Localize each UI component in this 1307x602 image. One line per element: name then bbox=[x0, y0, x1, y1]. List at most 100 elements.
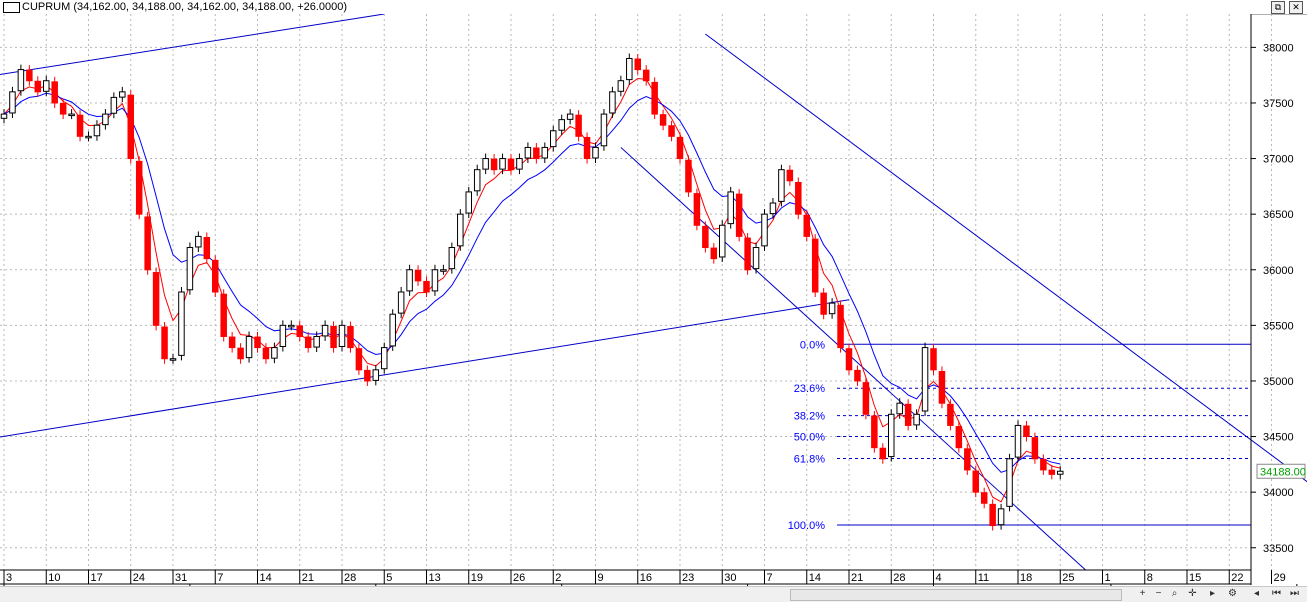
candle bbox=[34, 80, 42, 93]
fib-level-label: 0.0% bbox=[800, 339, 825, 351]
y-tick-label: 35500 bbox=[1263, 320, 1294, 332]
settings-icon[interactable]: ⚙ bbox=[1228, 588, 1237, 599]
candle bbox=[144, 216, 151, 271]
candle bbox=[575, 114, 582, 137]
candle bbox=[871, 415, 878, 449]
candle bbox=[685, 159, 692, 193]
candle bbox=[59, 103, 67, 115]
last-price-label: 34188.00 bbox=[1260, 466, 1306, 478]
close-window-button[interactable]: ✕ bbox=[1289, 1, 1303, 14]
candle bbox=[440, 269, 447, 272]
candle bbox=[1057, 470, 1064, 475]
x-tick-label: 23 bbox=[682, 572, 694, 584]
candle bbox=[693, 193, 701, 226]
y-tick-label: 36000 bbox=[1263, 265, 1294, 277]
candle bbox=[710, 247, 718, 260]
candle bbox=[735, 193, 743, 237]
x-tick-label: 10 bbox=[48, 572, 60, 584]
candle bbox=[338, 324, 346, 347]
downtrend-resistance-line bbox=[705, 33, 1307, 483]
x-tick-label: 8 bbox=[1147, 572, 1153, 584]
search-icon[interactable]: ⌕ bbox=[1171, 588, 1178, 599]
zoom-in-icon[interactable]: + bbox=[1139, 588, 1146, 599]
y-axis: 33500 34000 34500 35000 35500 36000 36500 37000… bbox=[1251, 42, 1294, 555]
horizontal-scrollbar[interactable] bbox=[790, 589, 1122, 601]
candle bbox=[592, 146, 599, 159]
candle bbox=[448, 247, 456, 270]
candle bbox=[947, 403, 954, 426]
y-tick-label: 38000 bbox=[1263, 42, 1294, 54]
candle bbox=[558, 119, 565, 131]
candle bbox=[397, 291, 405, 314]
x-tick-label: 7 bbox=[217, 572, 223, 584]
candle bbox=[507, 158, 515, 171]
scroll-end-icon[interactable]: ⏭ bbox=[1290, 588, 1299, 599]
candle bbox=[381, 347, 388, 370]
candle bbox=[727, 191, 734, 225]
candle bbox=[228, 336, 236, 349]
x-tick-label: 22 bbox=[1231, 572, 1243, 584]
x-tick-label: 29 bbox=[1274, 572, 1286, 584]
x-tick-label: 24 bbox=[133, 572, 145, 584]
candle bbox=[583, 136, 591, 160]
candle bbox=[1023, 425, 1030, 438]
candle bbox=[550, 130, 557, 148]
candle bbox=[0, 113, 8, 119]
status-bar: + − ⌕ ✛ ▸ ⚙ ◂ ⏮ ⏭ bbox=[0, 586, 1307, 602]
x-tick-label: 15 bbox=[1189, 572, 1201, 584]
candle bbox=[321, 324, 329, 337]
candle bbox=[811, 238, 819, 293]
candle bbox=[820, 292, 827, 315]
candle bbox=[119, 91, 126, 98]
x-tick-label: 30 bbox=[724, 572, 736, 584]
candle bbox=[634, 58, 641, 71]
zoom-out-icon[interactable]: − bbox=[1155, 588, 1162, 599]
x-tick-label: 28 bbox=[344, 572, 356, 584]
candle bbox=[76, 114, 84, 137]
candle bbox=[921, 347, 929, 412]
upper-channel-line bbox=[0, 14, 385, 75]
candle bbox=[51, 81, 58, 104]
candle bbox=[626, 57, 633, 81]
candle bbox=[617, 80, 625, 92]
x-tick-label: 5 bbox=[386, 572, 392, 584]
candle bbox=[566, 113, 574, 120]
scroll-start-icon[interactable]: ⏮ bbox=[1272, 588, 1281, 599]
candle bbox=[972, 470, 979, 493]
fib-level-label: 38.2% bbox=[794, 411, 825, 423]
candle bbox=[837, 304, 844, 349]
x-tick-label: 7 bbox=[767, 572, 773, 584]
candle bbox=[473, 169, 481, 192]
candle bbox=[389, 313, 396, 347]
candle bbox=[254, 336, 261, 349]
candle bbox=[195, 235, 202, 248]
candle bbox=[364, 369, 371, 382]
candle bbox=[355, 348, 363, 371]
crosshair-icon[interactable]: ✛ bbox=[1188, 588, 1197, 599]
fib-level-label: 100.0% bbox=[788, 520, 826, 532]
price-chart[interactable]: 0.0% 23.6% 38.2% 50.0% 61.8% 100.0% 33500 3400… bbox=[0, 14, 1307, 586]
candle bbox=[879, 447, 887, 460]
candle bbox=[212, 259, 219, 293]
x-tick-label: 17 bbox=[91, 572, 103, 584]
candle bbox=[862, 382, 870, 415]
x-tick-label: 14 bbox=[260, 572, 272, 584]
fib-level-label: 61.8% bbox=[794, 453, 825, 465]
candle bbox=[955, 426, 963, 449]
candle bbox=[1048, 469, 1056, 475]
candle bbox=[896, 402, 903, 415]
scroll-right-icon[interactable]: ▸ bbox=[1209, 588, 1216, 599]
y-tick-label: 34000 bbox=[1263, 487, 1294, 499]
candle bbox=[668, 125, 675, 137]
restore-window-button[interactable]: ⧉ bbox=[1271, 1, 1285, 14]
x-tick-label: 26 bbox=[513, 572, 525, 584]
scroll-left-icon[interactable]: ◂ bbox=[1253, 588, 1260, 599]
candle bbox=[237, 347, 244, 360]
ma-slow-line bbox=[3, 92, 1061, 473]
candle bbox=[203, 237, 211, 260]
y-tick-label: 36500 bbox=[1263, 209, 1294, 221]
y-tick-label: 37000 bbox=[1263, 154, 1294, 166]
candle bbox=[490, 158, 498, 171]
candle bbox=[245, 335, 253, 359]
last-price-box bbox=[1256, 463, 1306, 479]
